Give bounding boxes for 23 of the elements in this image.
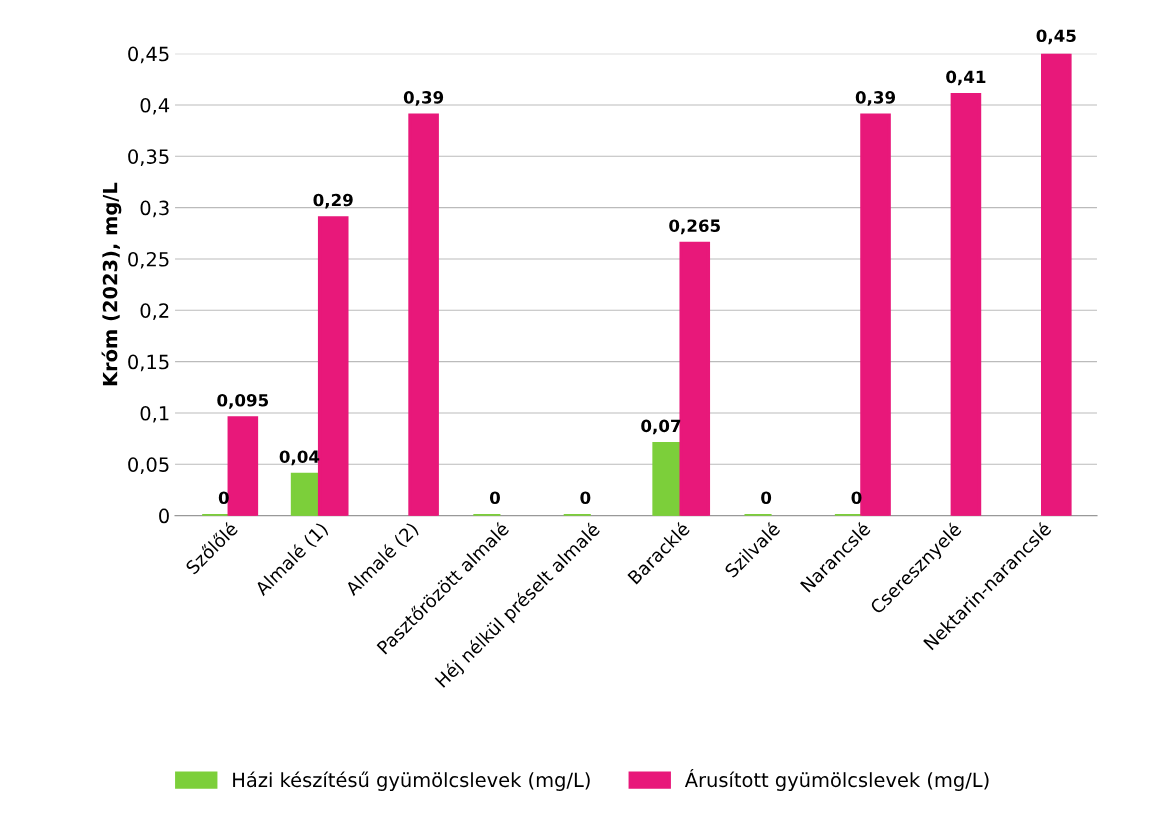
y-tick-label: 0,3 bbox=[140, 200, 169, 218]
data-label: 0,39 bbox=[855, 91, 896, 106]
data-label: 0,41 bbox=[946, 70, 986, 86]
y-tick-label: 0,45 bbox=[128, 46, 169, 64]
y-tick-label: 0,1 bbox=[140, 405, 169, 423]
y-tick-label: 0,05 bbox=[128, 457, 169, 474]
y-tick-label: 0,25 bbox=[128, 251, 169, 269]
data-label: 0 bbox=[489, 491, 500, 505]
y-axis-title: Króm (2023), mg/L bbox=[101, 182, 122, 386]
y-tick-label: 0 bbox=[159, 508, 169, 524]
data-label: 0 bbox=[761, 491, 772, 505]
legend-label: Árusított gyümölcslevek (mg/L) bbox=[684, 768, 989, 791]
y-tick-label: 0,35 bbox=[128, 149, 169, 166]
y-tick-label: 0,2 bbox=[140, 303, 169, 320]
data-label: 0,095 bbox=[217, 393, 269, 409]
data-label: 0,45 bbox=[1036, 29, 1076, 45]
data-label: 0,39 bbox=[403, 91, 444, 106]
data-label: 0,265 bbox=[669, 219, 720, 235]
data-label: 0 bbox=[580, 491, 591, 505]
y-tick-label: 0,4 bbox=[140, 97, 170, 115]
y-tick-label: 0,15 bbox=[128, 354, 169, 372]
legend-label: Házi készítésű gyümölcslevek (mg/L) bbox=[233, 771, 590, 791]
data-label: 0,29 bbox=[313, 193, 353, 209]
